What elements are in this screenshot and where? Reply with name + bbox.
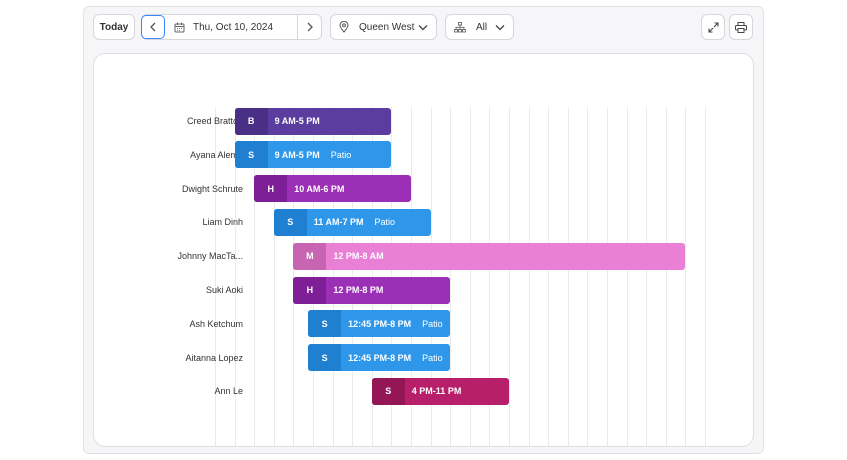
shift-time: 12 PM-8 PM bbox=[333, 285, 384, 295]
role-badge: M bbox=[293, 242, 327, 270]
prev-day-button[interactable] bbox=[141, 15, 165, 39]
next-day-button[interactable] bbox=[297, 15, 321, 39]
shift-time: 9 AM-5 PM bbox=[274, 149, 320, 160]
shift-time: 11 AM-7 PM bbox=[313, 217, 364, 228]
employee-name: Creed Bratton bbox=[186, 116, 243, 126]
shift-area: Patio bbox=[422, 352, 443, 363]
hour-gridline bbox=[705, 107, 706, 446]
chevron-down-icon bbox=[495, 24, 505, 30]
shift-time: 4 PM-11 PM bbox=[411, 386, 462, 397]
location-label: Queen West bbox=[359, 21, 415, 33]
chevron-left-icon bbox=[150, 22, 156, 32]
shift-time: 9 AM-5 PM bbox=[274, 116, 320, 126]
hour-gridline bbox=[646, 107, 648, 446]
expand-button[interactable] bbox=[701, 14, 725, 40]
shift-time: 12 PM-8 AM bbox=[333, 251, 384, 262]
hour-gridline bbox=[450, 107, 452, 446]
shift-area: Patio bbox=[330, 149, 352, 160]
role-badge: S bbox=[308, 344, 342, 372]
printer-icon bbox=[735, 21, 747, 33]
hour-gridline bbox=[234, 107, 236, 446]
today-button[interactable]: Today bbox=[93, 14, 135, 40]
expand-icon bbox=[707, 21, 719, 33]
shift-time: 12:45 PM-8 PM bbox=[348, 352, 412, 363]
team-filter-select[interactable]: All bbox=[445, 14, 514, 40]
date-label: Thu, Oct 10, 2024 bbox=[193, 21, 274, 33]
role-badge: S bbox=[234, 141, 268, 169]
shift-bar[interactable]: H 10 AM-6 PM bbox=[254, 175, 411, 203]
role-badge: H bbox=[254, 175, 288, 203]
hour-gridline bbox=[489, 107, 491, 446]
calendar-icon bbox=[174, 22, 185, 32]
shift-time: 10 AM-6 PM bbox=[294, 183, 345, 194]
hour-gridline bbox=[509, 107, 510, 446]
hour-gridline bbox=[528, 107, 530, 446]
hour-gridline bbox=[685, 107, 687, 446]
chevron-right-icon bbox=[307, 22, 313, 32]
team-label: All bbox=[476, 21, 488, 33]
hour-gridline bbox=[215, 107, 216, 446]
shift-bar[interactable]: S 4 PM-11 PM bbox=[371, 377, 509, 405]
chevron-down-icon bbox=[418, 24, 428, 30]
hour-gridline bbox=[607, 107, 608, 446]
hour-gridline bbox=[626, 107, 628, 446]
employee-name: Aitanna Lopez bbox=[185, 352, 243, 363]
hour-gridline bbox=[548, 107, 550, 446]
schedule-timeline-panel: Creed Bratton Ayana Alemu Dwight Schrute Li… bbox=[93, 53, 754, 447]
employee-name: Johnny MacTa... bbox=[177, 251, 243, 262]
employee-name: Ash Ketchum bbox=[189, 318, 243, 329]
role-badge: S bbox=[273, 208, 307, 236]
hour-gridline bbox=[254, 107, 256, 446]
role-badge: B bbox=[234, 107, 268, 135]
org-chart-icon bbox=[454, 21, 466, 32]
print-button[interactable] bbox=[729, 14, 753, 40]
hour-gridline bbox=[665, 107, 667, 446]
map-pin-icon bbox=[339, 21, 349, 33]
shift-bar[interactable]: S 9 AM-5 PM Patio bbox=[234, 141, 392, 169]
hour-gridline bbox=[469, 107, 471, 446]
employee-name: Ayana Alemu bbox=[190, 149, 243, 160]
shift-bar[interactable]: S 12:45 PM-8 PM Patio bbox=[308, 344, 451, 372]
employee-name: Liam Dinh bbox=[202, 217, 243, 228]
date-picker[interactable]: Thu, Oct 10, 2024 bbox=[165, 15, 297, 39]
shift-area: Patio bbox=[374, 217, 395, 228]
employee-name: Suki Aoki bbox=[205, 285, 243, 295]
shift-bar[interactable]: B 9 AM-5 PM bbox=[234, 107, 392, 135]
shift-bar[interactable]: M 12 PM-8 AM bbox=[293, 242, 686, 270]
shift-bar[interactable]: S 12:45 PM-8 PM Patio bbox=[308, 310, 451, 338]
role-badge: S bbox=[371, 377, 405, 405]
schedule-card: Today Thu, Oct 10, 2024 Queen West bbox=[83, 6, 764, 454]
shift-bar[interactable]: H 12 PM-8 PM bbox=[293, 276, 451, 304]
hour-gridline bbox=[587, 107, 589, 446]
shift-area: Patio bbox=[422, 318, 443, 329]
date-navigator: Thu, Oct 10, 2024 bbox=[141, 14, 322, 40]
role-badge: S bbox=[308, 310, 342, 338]
today-label: Today bbox=[99, 21, 129, 33]
hour-gridline bbox=[567, 107, 569, 446]
hour-gridline bbox=[273, 107, 275, 446]
employee-name: Ann Le bbox=[214, 386, 243, 397]
location-select[interactable]: Queen West bbox=[330, 14, 437, 40]
role-badge: H bbox=[293, 276, 327, 304]
shift-bar[interactable]: S 11 AM-7 PM Patio bbox=[273, 208, 431, 236]
shift-time: 12:45 PM-8 PM bbox=[348, 318, 412, 329]
employee-name: Dwight Schrute bbox=[181, 183, 243, 194]
